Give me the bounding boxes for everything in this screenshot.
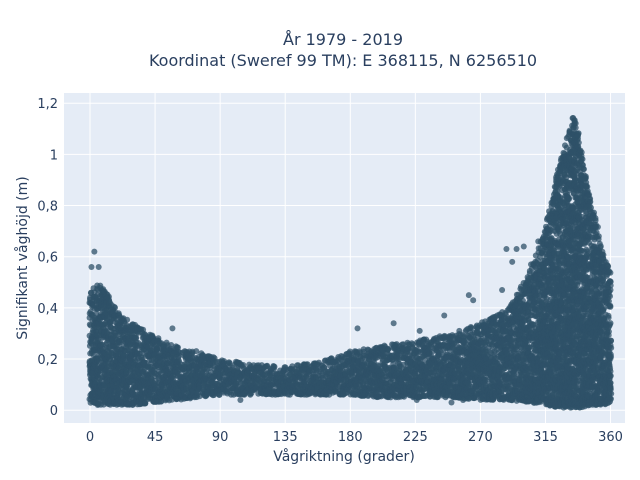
chart-title-line1: År 1979 - 2019 (283, 30, 403, 49)
data-point (271, 363, 278, 370)
data-point (133, 334, 140, 341)
x-tick-label: 135 (273, 430, 298, 445)
chart-title-line2: Koordinat (Sweref 99 TM): E 368115, N 62… (149, 51, 537, 70)
x-tick-label: 360 (598, 430, 623, 445)
x-tick-label: 45 (147, 430, 164, 445)
x-tick-label: 270 (468, 430, 493, 445)
x-tick-label: 0 (86, 430, 94, 445)
y-tick-label: 0 (50, 404, 58, 419)
y-tick-label: 0,4 (37, 302, 58, 317)
x-tick-label: 180 (338, 430, 363, 445)
y-tick-label: 0,6 (37, 251, 58, 266)
data-point (111, 303, 118, 310)
data-point (385, 346, 392, 353)
y-tick-label: 1,2 (37, 97, 58, 112)
x-tick-label: 315 (533, 430, 558, 445)
x-tick-label: 225 (403, 430, 428, 445)
tick-labels: 0 45 90 135 180 225 270 315 360 0 0,2 0,4 0,6 0,8 1 1,2 (37, 97, 623, 445)
y-tick-label: 1 (50, 148, 58, 163)
x-tick-label: 90 (212, 430, 229, 445)
y-tick-label: 0,2 (37, 353, 58, 368)
y-tick-label: 0,8 (37, 200, 58, 215)
data-point (124, 316, 131, 323)
data-point (93, 310, 100, 317)
data-points (86, 115, 615, 411)
